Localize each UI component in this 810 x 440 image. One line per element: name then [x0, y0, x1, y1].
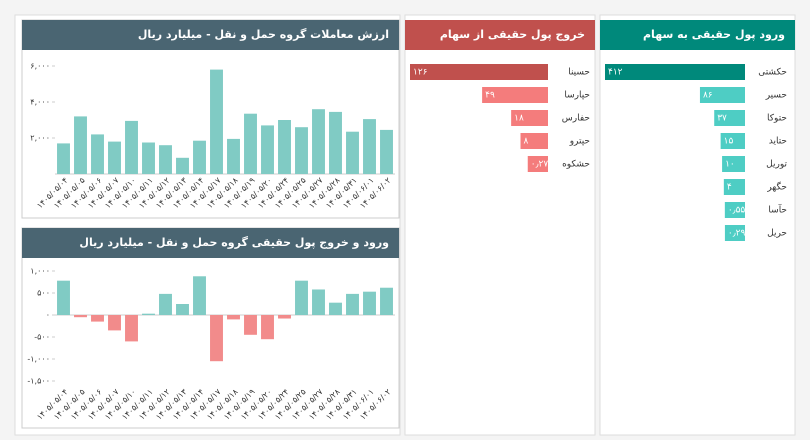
bar-value-label: ۴۱۲ — [608, 68, 623, 78]
bar — [278, 315, 291, 319]
bar — [210, 315, 223, 362]
bar-value-label: ۱۰ — [725, 160, 735, 170]
bar-value-label: ۱۵ — [724, 137, 734, 147]
bar — [380, 287, 393, 315]
bar — [193, 276, 206, 315]
bar — [346, 131, 359, 174]
bar — [108, 315, 121, 331]
bar — [295, 127, 308, 174]
bar — [363, 119, 376, 174]
bar — [91, 315, 104, 322]
bar-value-label: ۳۷ — [717, 114, 727, 124]
bar — [482, 87, 548, 103]
panel-header — [405, 20, 595, 50]
bar-value-label: ۱۲۶ — [413, 68, 428, 78]
bar — [159, 293, 172, 315]
bar — [261, 125, 274, 174]
bar — [142, 313, 155, 315]
bar — [74, 116, 87, 174]
bar — [244, 315, 257, 335]
panel-header — [22, 228, 399, 258]
bar — [714, 110, 745, 126]
bar — [261, 315, 274, 340]
bar — [57, 280, 70, 315]
bar — [724, 202, 745, 218]
bar — [295, 280, 308, 315]
bar — [410, 64, 548, 80]
bar — [74, 315, 87, 318]
bar — [227, 138, 240, 174]
bar — [91, 134, 104, 174]
y-tick-label: -۱,۰۰۰ — [27, 355, 50, 364]
bar — [346, 293, 359, 315]
bar — [380, 129, 393, 174]
bar-value-label: ۴ — [727, 183, 732, 193]
bar — [108, 141, 121, 174]
bar — [527, 156, 548, 172]
bar — [312, 289, 325, 315]
bar — [227, 315, 240, 320]
category-label: حفارس — [562, 114, 590, 124]
bar — [176, 157, 189, 174]
bar — [176, 304, 189, 315]
bar — [278, 120, 291, 174]
bar — [193, 140, 206, 174]
category-label: حپترو — [569, 137, 590, 147]
bar — [699, 87, 745, 103]
panel-title: ورود و خروج پول حقیقی گروه حمل و نقل - م… — [79, 236, 389, 250]
bar — [210, 69, 223, 174]
bar — [722, 156, 745, 172]
panel-header — [600, 20, 795, 50]
category-label: حکشتی — [758, 68, 787, 78]
panel-header — [22, 20, 399, 50]
category-label: حآسا — [768, 204, 787, 216]
bar-value-label: ۸ — [524, 137, 529, 147]
y-tick-label: ۵۰۰ — [37, 289, 50, 298]
panel-title: ارزش معاملات گروه حمل و نقل - میلیارد ری… — [138, 28, 389, 41]
category-label: توریل — [766, 160, 787, 170]
bar — [142, 142, 155, 174]
bar — [329, 111, 342, 174]
category-label: حشکوه — [562, 160, 590, 170]
bar — [125, 120, 138, 174]
bar — [723, 179, 745, 195]
bar — [511, 110, 548, 126]
panel-title: ورود پول حقیقی به سهام — [643, 28, 785, 41]
bar — [312, 109, 325, 174]
category-label: حتاید — [769, 137, 787, 147]
bar — [329, 302, 342, 315]
bar-value-label: ۰٫۲۹ — [728, 229, 746, 239]
y-tick-label: ۲,۰۰۰ — [30, 134, 50, 143]
y-tick-label: -۵۰۰ — [34, 333, 50, 342]
bar — [605, 64, 745, 80]
y-tick-label: ۱,۰۰۰ — [30, 267, 50, 276]
y-tick-label: ۰ — [46, 311, 50, 320]
category-label: حسینا — [568, 68, 590, 78]
category-label: حتوکا — [767, 114, 787, 124]
bar-value-label: ۰٫۲۷ — [531, 160, 549, 170]
panel-title: خروج پول حقیقی از سهام — [440, 28, 585, 42]
bar-value-label: ۱۸ — [514, 114, 524, 124]
bar — [57, 143, 70, 174]
y-tick-label: -۱,۵۰۰ — [27, 377, 50, 386]
bar — [720, 133, 745, 149]
bar — [244, 113, 257, 174]
category-label: حپارسا — [564, 91, 590, 101]
bar-value-label: ۰٫۵۵ — [728, 206, 746, 216]
y-tick-label: ۴,۰۰۰ — [30, 98, 50, 107]
category-label: حسیر — [765, 91, 787, 101]
bar — [724, 225, 745, 241]
bar-value-label: ۴۹ — [485, 91, 495, 101]
y-tick-label: ۶,۰۰۰ — [30, 62, 50, 71]
middle-panel — [404, 14, 596, 436]
bar — [363, 291, 376, 315]
bar — [159, 145, 172, 174]
bar — [125, 315, 138, 342]
category-label: حگهر — [766, 181, 787, 193]
bar — [520, 133, 548, 149]
category-label: حریل — [767, 229, 787, 239]
right-panel — [599, 14, 796, 436]
bar-value-label: ۸۶ — [703, 91, 713, 101]
